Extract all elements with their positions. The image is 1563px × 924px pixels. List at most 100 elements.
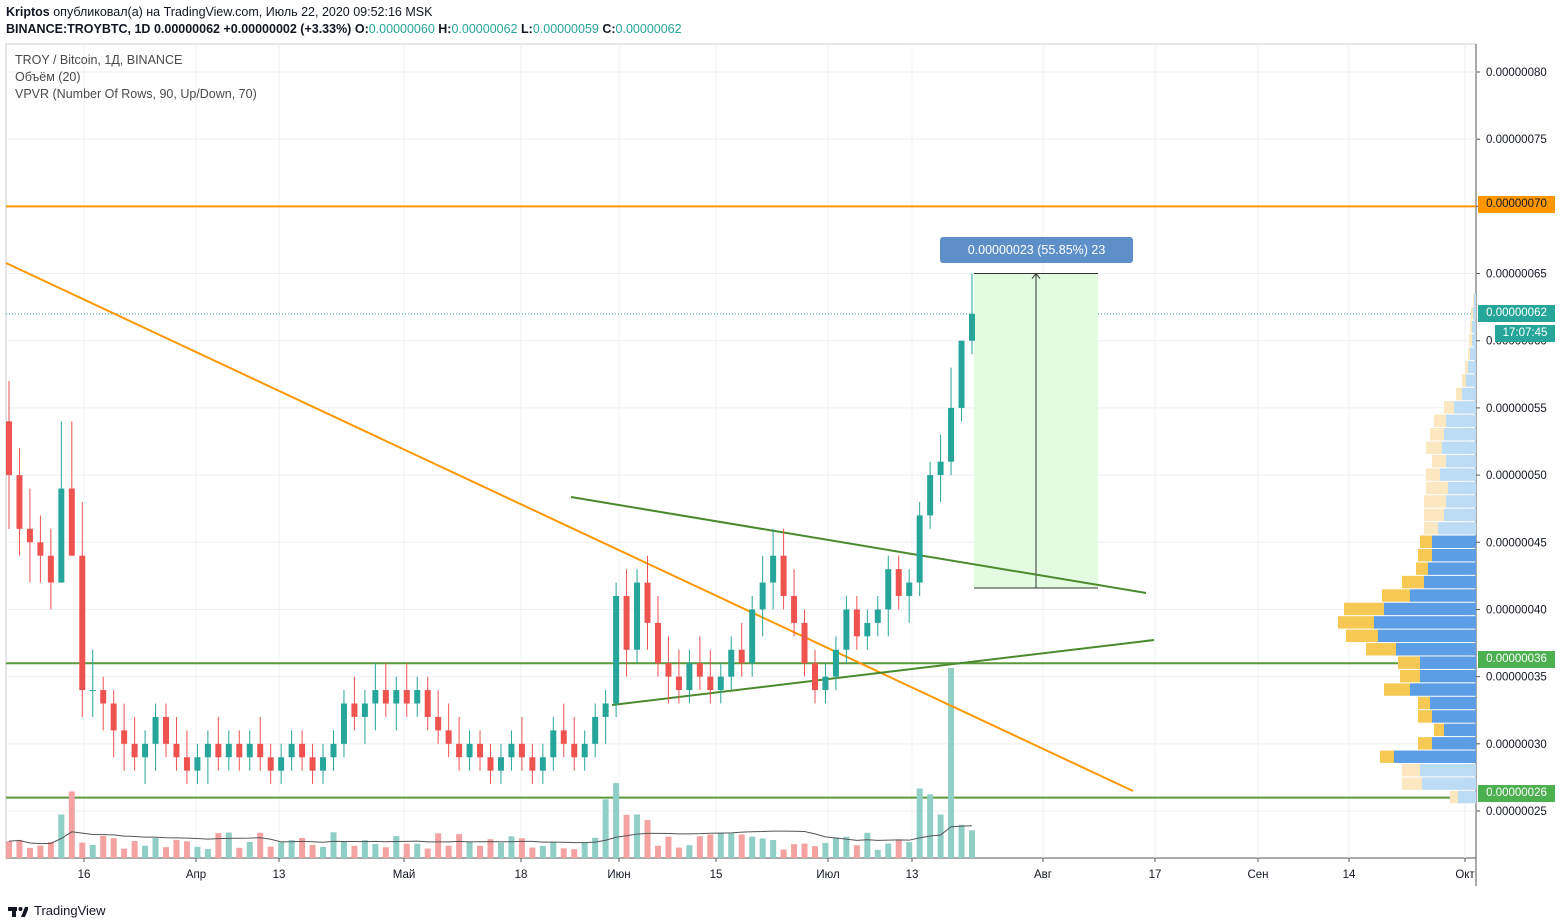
candle-body[interactable] [309,757,316,771]
candle-body[interactable] [152,716,159,744]
candle-body[interactable] [215,743,222,758]
candle-body[interactable] [16,475,23,529]
candle-body[interactable] [445,730,452,744]
candle-body[interactable] [832,649,839,677]
candle-body[interactable] [843,609,850,650]
candle-body[interactable] [644,582,651,623]
candle-body[interactable] [927,475,934,516]
candle-body[interactable] [686,663,693,691]
candle-body[interactable] [958,340,965,408]
legend-volume[interactable]: Объём (20) [15,70,81,84]
candle-body[interactable] [37,542,44,556]
triangle-lower-line[interactable] [611,639,1155,706]
candle-body[interactable] [602,703,609,717]
candle-body[interactable] [874,609,881,623]
candle-body[interactable] [571,743,578,758]
candle-body[interactable] [414,690,421,704]
candle-body[interactable] [707,676,714,691]
candle-body[interactable] [288,743,295,758]
candle-body[interactable] [204,743,211,758]
candle-body[interactable] [47,555,54,583]
footer-brand[interactable]: TradingView [8,903,106,918]
candle-body[interactable] [581,743,588,758]
candle-body[interactable] [6,421,12,476]
candle-body[interactable] [613,596,620,704]
candle-body[interactable] [361,703,368,717]
candle-body[interactable] [864,622,871,637]
candle-body[interactable] [728,649,735,677]
candle-body[interactable] [163,716,170,744]
candle-body[interactable] [696,663,703,677]
candle-body[interactable] [435,716,442,731]
candle-body[interactable] [267,757,274,771]
candle-body[interactable] [675,676,682,691]
candle-body[interactable] [770,555,777,583]
candle-body[interactable] [592,716,599,744]
candle-body[interactable] [79,555,86,691]
legend-title[interactable]: TROY / Bitcoin, 1Д, BINANCE [15,53,183,67]
candle-body[interactable] [906,582,913,597]
candle-body[interactable] [26,528,33,543]
candle-body[interactable] [183,757,190,771]
candle-body[interactable] [550,730,557,758]
candle-body[interactable] [456,743,463,758]
candle-body[interactable] [330,743,337,758]
candle-body[interactable] [246,743,253,758]
author-name[interactable]: Kriptos [6,5,50,19]
candle-body[interactable] [372,690,379,704]
candle-body[interactable] [811,663,818,691]
candle-body[interactable] [131,743,138,758]
candle-body[interactable] [948,407,955,462]
candle-body[interactable] [497,757,504,771]
candle-body[interactable] [68,488,75,556]
candle-body[interactable] [623,596,630,650]
candle-body[interactable] [665,663,672,677]
legend-vpvr[interactable]: VPVR (Number Of Rows, 90, Up/Down, 70) [15,87,257,101]
candle-body[interactable] [100,690,107,704]
candle-body[interactable] [278,757,285,771]
candle-body[interactable] [717,676,724,691]
candle-body[interactable] [885,569,892,610]
candle-body[interactable] [738,649,745,664]
candle-body[interactable] [654,622,661,664]
candle-body[interactable] [529,757,536,771]
candle-body[interactable] [518,743,525,758]
candle-body[interactable] [142,743,149,758]
candle-body[interactable] [393,690,400,704]
candle-body[interactable] [477,743,484,758]
candle-body[interactable] [634,582,641,650]
candle-body[interactable] [560,730,567,744]
candle-body[interactable] [89,690,96,692]
candle-body[interactable] [121,730,128,744]
candle-body[interactable] [780,555,787,597]
downtrend-line[interactable] [5,262,1134,792]
candle-body[interactable] [225,743,232,758]
candle-body[interactable] [466,743,473,758]
candle-body[interactable] [194,757,201,771]
candle-body[interactable] [382,690,389,704]
candle-body[interactable] [58,488,65,583]
candle-body[interactable] [937,461,944,476]
candle-body[interactable] [895,569,902,597]
candle-body[interactable] [759,582,766,610]
candle-body[interactable] [853,609,860,637]
candle-body[interactable] [487,757,494,771]
candle-body[interactable] [299,743,306,758]
candle-body[interactable] [822,676,829,691]
candle-body[interactable] [173,743,180,758]
candle-body[interactable] [110,703,117,731]
candle-body[interactable] [969,313,975,341]
candle-body[interactable] [749,609,756,664]
candle-body[interactable] [257,743,264,758]
triangle-upper-line[interactable] [570,496,1147,594]
candle-body[interactable] [539,757,546,771]
candle-body[interactable] [403,690,410,704]
candle-body[interactable] [791,596,798,623]
candle-body[interactable] [340,703,347,744]
candle-body[interactable] [351,703,358,717]
candle-body[interactable] [508,743,515,758]
candle-body[interactable] [916,515,923,583]
candle-body[interactable] [320,757,327,771]
candle-body[interactable] [236,743,243,758]
